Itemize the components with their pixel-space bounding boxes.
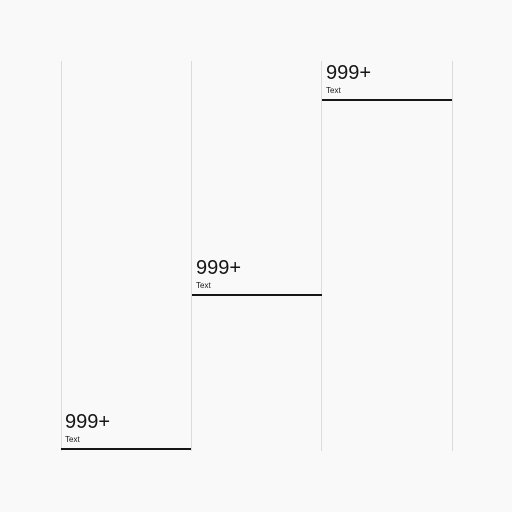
stat-label: Text [196, 281, 211, 290]
column-divider [61, 61, 62, 451]
stat-underline [61, 448, 191, 450]
column-divider [191, 61, 192, 451]
column-divider [452, 61, 453, 451]
stat-value: 999+ [326, 62, 372, 84]
stat-underline [322, 99, 452, 101]
stat-label: Text [326, 86, 341, 95]
stat-underline [192, 294, 322, 296]
stat-value: 999+ [65, 411, 111, 433]
stat-label: Text [65, 435, 80, 444]
column-divider [321, 61, 322, 451]
stat-value: 999+ [196, 257, 242, 279]
